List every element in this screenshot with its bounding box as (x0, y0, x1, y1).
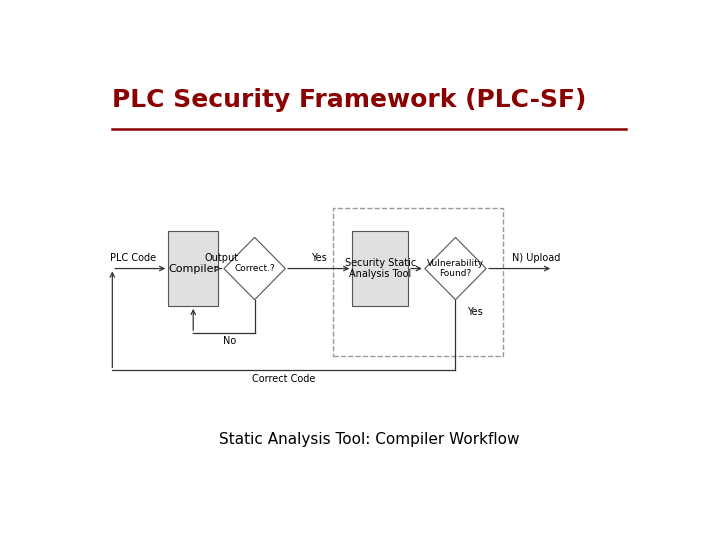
Text: N) Upload: N) Upload (512, 253, 561, 263)
FancyBboxPatch shape (352, 231, 408, 306)
FancyBboxPatch shape (168, 231, 218, 306)
Text: Correct Code: Correct Code (252, 374, 315, 384)
Text: Correct.?: Correct.? (234, 264, 275, 273)
Text: Yes: Yes (467, 307, 482, 317)
Text: PLC Code: PLC Code (109, 253, 156, 263)
Text: Security Static
Analysis Tool: Security Static Analysis Tool (345, 258, 415, 279)
Text: Yes: Yes (311, 253, 327, 263)
Text: Compiler: Compiler (168, 264, 218, 274)
Polygon shape (425, 238, 486, 300)
Polygon shape (224, 238, 285, 300)
Text: Output: Output (204, 253, 238, 263)
Text: Vulnerability
Found?: Vulnerability Found? (427, 259, 484, 278)
Text: No: No (223, 336, 236, 346)
Text: Static Analysis Tool: Compiler Workflow: Static Analysis Tool: Compiler Workflow (219, 431, 519, 447)
Text: PLC Security Framework (PLC-SF): PLC Security Framework (PLC-SF) (112, 87, 587, 112)
